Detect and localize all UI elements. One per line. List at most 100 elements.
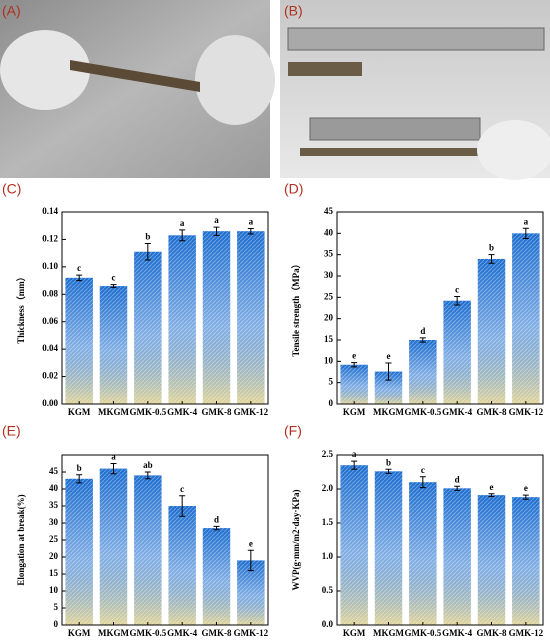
error-bar <box>76 274 83 282</box>
x-tick-label: GMK-4 <box>442 628 472 638</box>
bar-hatch <box>374 471 403 625</box>
error-bar <box>144 243 151 261</box>
error-bar <box>385 362 392 381</box>
annotation: c <box>455 285 459 295</box>
error-bar <box>179 229 186 242</box>
y-tick-label: 20 <box>49 551 59 561</box>
y-tick-label: 2.5 <box>322 449 334 459</box>
error-bar <box>454 295 461 306</box>
x-tick-label: MKGM <box>98 628 129 638</box>
bar-hatch <box>512 233 540 404</box>
annotation: a <box>352 449 357 459</box>
y-tick-label: 15 <box>49 568 59 578</box>
annotation: b <box>145 232 150 242</box>
y-tick-label: 0.5 <box>322 585 334 595</box>
panel-label: (A) <box>2 3 21 19</box>
x-tick-label: GMK-0.5 <box>404 407 441 417</box>
y-axis-label: WVP(g·mm/m2·day·KPa) <box>291 490 301 591</box>
bar-hatch <box>477 495 506 625</box>
x-tick-label: GMK-8 <box>202 628 232 638</box>
x-tick-label: GMK-12 <box>509 628 544 638</box>
annotation: a <box>111 452 116 462</box>
x-tick-label: GMK-4 <box>167 407 197 417</box>
y-tick-label: 0.00 <box>42 398 58 408</box>
bar-hatch <box>168 235 196 404</box>
y-tick-label: 25 <box>324 291 334 301</box>
y-tick-label: 10 <box>324 355 334 365</box>
y-tick-label: 40 <box>49 483 59 493</box>
panel-label: (C) <box>2 181 21 197</box>
x-tick-label: KGM <box>343 628 366 638</box>
x-tick-label: GMK-0.5 <box>129 628 166 638</box>
y-tick-label: 20 <box>324 313 334 323</box>
annotation: c <box>180 484 184 494</box>
x-tick-label: MKGM <box>373 628 404 638</box>
x-tick-label: KGM <box>68 407 91 417</box>
bar-hatch <box>202 231 231 404</box>
x-tick-label: MKGM <box>373 407 404 417</box>
annotation: ab <box>143 460 153 470</box>
y-tick-label: 25 <box>49 534 59 544</box>
y-tick-label: 0.14 <box>42 206 58 216</box>
panel-label: (D) <box>284 181 303 197</box>
annotation: e <box>387 351 391 361</box>
panel-label: (F) <box>284 423 302 439</box>
error-bar <box>179 495 186 517</box>
error-bar <box>213 525 220 531</box>
bar-hatch <box>202 528 231 625</box>
annotation: e <box>524 483 528 493</box>
error-bar <box>76 474 83 484</box>
y-tick-label: 0.0 <box>322 619 334 629</box>
error-bar <box>213 226 220 236</box>
plot-frame <box>61 454 269 626</box>
x-tick-label: GMK-12 <box>234 407 269 417</box>
annotation: e <box>490 482 494 492</box>
y-tick-label: 30 <box>324 270 334 280</box>
bar-hatch <box>340 364 368 404</box>
annotation: b <box>386 457 391 467</box>
bar-hatch <box>237 231 265 404</box>
x-tick-label: GMK-4 <box>442 407 472 417</box>
annotation: e <box>352 351 356 361</box>
bar-hatch <box>443 300 471 404</box>
x-tick-label: GMK-12 <box>234 628 269 638</box>
panel-label: (B) <box>284 3 303 19</box>
panel-label: (E) <box>2 423 21 439</box>
error-bar <box>488 493 495 497</box>
x-tick-label: GMK-0.5 <box>404 628 441 638</box>
y-tick-label: 0.12 <box>42 233 58 243</box>
y-tick-label: 1.5 <box>322 517 334 527</box>
annotation: b <box>77 463 82 473</box>
y-tick-label: 35 <box>49 500 59 510</box>
y-tick-label: 15 <box>324 334 334 344</box>
y-tick-label: 1.0 <box>322 551 334 561</box>
x-tick-label: GMK-0.5 <box>129 407 166 417</box>
bar-hatch <box>65 277 93 404</box>
annotation: a <box>214 215 219 225</box>
x-tick-label: KGM <box>343 407 366 417</box>
annotation: b <box>489 243 494 253</box>
error-bar <box>385 468 392 474</box>
y-tick-label: 2.0 <box>322 483 334 493</box>
error-bar <box>522 494 529 500</box>
annotation: e <box>249 538 253 548</box>
annotation: c <box>77 263 81 273</box>
y-axis-label: Tensile strength（MPa） <box>291 259 301 356</box>
y-tick-label: 0.04 <box>42 343 58 353</box>
bar-hatch <box>237 560 265 625</box>
annotation: d <box>455 474 460 484</box>
bar-hatch <box>99 286 128 404</box>
y-tick-label: 0.06 <box>42 316 58 326</box>
bar-hatch <box>134 251 162 404</box>
y-axis-label: Thickness（mm） <box>16 272 26 344</box>
bar-hatch <box>168 506 196 625</box>
error-bar <box>351 460 358 470</box>
bar-hatch <box>409 340 437 404</box>
error-bar <box>144 471 151 480</box>
annotation: a <box>180 218 185 228</box>
y-tick-label: 0 <box>54 619 59 629</box>
bar-hatch <box>477 258 506 404</box>
error-bar <box>247 549 254 572</box>
y-tick-label: 0 <box>329 398 334 408</box>
